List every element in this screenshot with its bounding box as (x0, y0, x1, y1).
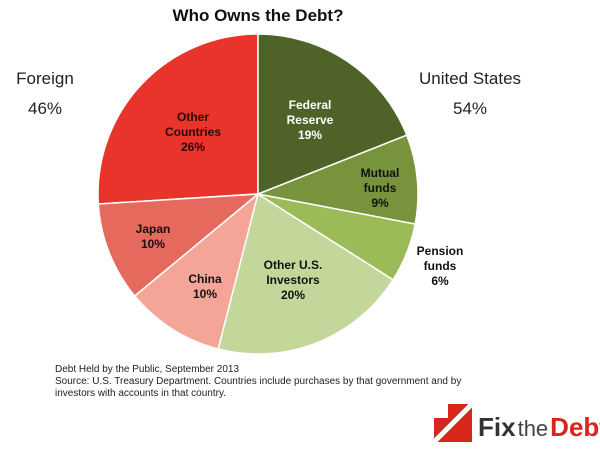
slice (217, 192, 395, 355)
slice-name: Japan (135, 222, 171, 236)
logo-text: the (517, 416, 549, 441)
logo: FixtheDebt (478, 412, 600, 443)
slice-value: 6% (431, 274, 449, 288)
logo-mark (432, 402, 474, 444)
notes: Debt Held by the Public, September 2013 … (55, 364, 475, 400)
group-share: 54% (452, 99, 488, 118)
slice (97, 33, 259, 205)
slice-name: Federal Reserve (286, 98, 334, 127)
slice-label: Federal Reserve 19% (273, 98, 347, 143)
slice-value: 20% (280, 288, 306, 302)
slice-value: 10% (140, 237, 166, 251)
slice-name: Other U.S. Investors (263, 258, 323, 287)
slice-name: China (188, 272, 222, 286)
chart-title: Who Owns the Debt? (172, 6, 344, 25)
slice-name: Other Countries (164, 110, 221, 139)
group-label: United States 54% (390, 64, 550, 124)
logo-text: Fix (478, 412, 516, 442)
group-name: United States (418, 69, 522, 88)
slice-value: 19% (297, 128, 323, 142)
group-label: Foreign 46% (0, 64, 125, 124)
slice (255, 134, 419, 225)
slice-label: Mutual funds 9% (343, 166, 417, 211)
logo-text: Debt (550, 412, 600, 442)
note: Source: U.S. Treasury Department. Countr… (55, 376, 462, 399)
slice-label: China 10% (168, 272, 242, 302)
slice-value: 26% (180, 140, 206, 154)
slice-label: Other Countries 26% (156, 110, 230, 155)
slice (133, 191, 260, 350)
note: Debt Held by the Public, September 2013 (55, 364, 239, 375)
group-name: Foreign (16, 69, 74, 88)
slice-label: Japan 10% (116, 222, 190, 252)
slice-name: Mutual funds (360, 166, 400, 195)
group-share: 46% (27, 99, 63, 118)
slice-label: Pension funds 6% (403, 244, 477, 289)
slice-value: 9% (371, 196, 389, 210)
slice-label: Other U.S. Investors 20% (256, 258, 330, 303)
slice (97, 193, 261, 298)
slice-name: Pension funds (416, 244, 464, 273)
slice (257, 33, 408, 196)
slice-value: 10% (192, 287, 218, 301)
